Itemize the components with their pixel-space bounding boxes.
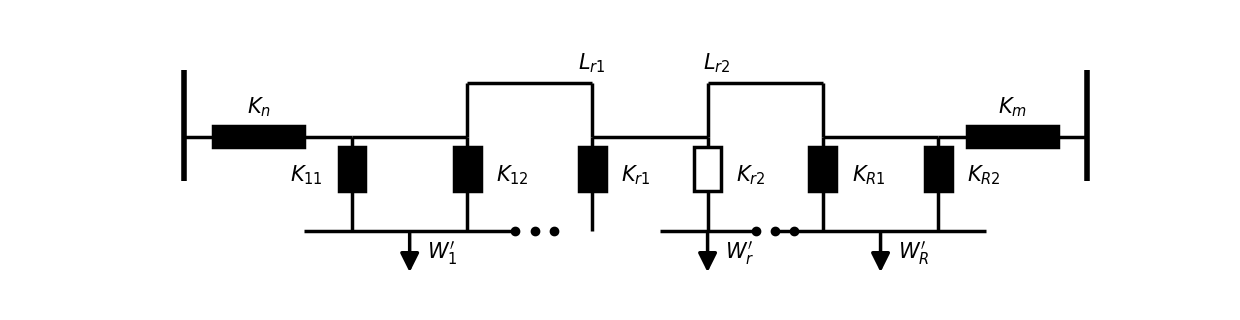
Text: $\mathit{L}_{r1}$: $\mathit{L}_{r1}$: [579, 51, 606, 75]
Text: $\mathit{W}_r^{\prime}$: $\mathit{W}_r^{\prime}$: [725, 239, 754, 267]
Text: $\mathit{W}_1^{\prime}$: $\mathit{W}_1^{\prime}$: [427, 239, 458, 267]
Text: $\mathit{K}_m$: $\mathit{K}_m$: [998, 96, 1027, 119]
Text: $\mathit{K}_{R2}$: $\mathit{K}_{R2}$: [967, 164, 1001, 188]
Bar: [579, 147, 605, 191]
Text: $\mathit{K}_n$: $\mathit{K}_n$: [247, 96, 270, 119]
Bar: [967, 126, 1058, 147]
Bar: [810, 147, 836, 191]
Bar: [213, 126, 304, 147]
Bar: [339, 147, 366, 191]
Bar: [454, 147, 481, 191]
Bar: [925, 147, 951, 191]
Text: $\mathit{L}_{r2}$: $\mathit{L}_{r2}$: [703, 51, 730, 75]
Text: $\mathit{K}_{R1}$: $\mathit{K}_{R1}$: [852, 164, 885, 188]
Bar: [694, 147, 720, 191]
Text: $\mathit{W}_R^{\prime}$: $\mathit{W}_R^{\prime}$: [898, 239, 929, 267]
Text: $\mathit{K}_{11}$: $\mathit{K}_{11}$: [290, 164, 324, 188]
Text: $\mathit{K}_{r1}$: $\mathit{K}_{r1}$: [621, 164, 651, 188]
Text: $\mathit{K}_{12}$: $\mathit{K}_{12}$: [496, 164, 529, 188]
Text: $\mathit{K}_{r2}$: $\mathit{K}_{r2}$: [737, 164, 766, 188]
